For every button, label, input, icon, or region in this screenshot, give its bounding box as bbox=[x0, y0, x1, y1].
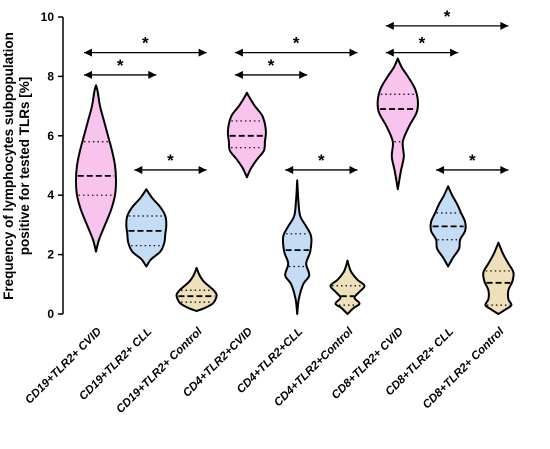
violin-body bbox=[175, 266, 218, 313]
violin-5 bbox=[281, 179, 313, 315]
arrow-right-icon bbox=[500, 165, 509, 174]
significance-bracket: * bbox=[134, 151, 207, 174]
significance-star: * bbox=[293, 34, 300, 53]
y-tick-label: 8 bbox=[47, 69, 54, 83]
arrow-right-icon bbox=[500, 21, 509, 30]
arrow-right-icon bbox=[148, 70, 157, 79]
arrow-left-icon bbox=[134, 165, 143, 174]
significance-star: * bbox=[142, 34, 149, 53]
violin-body bbox=[429, 185, 467, 268]
significance-brackets: * * * * * * * * * bbox=[84, 7, 509, 174]
significance-bracket: * bbox=[84, 34, 207, 57]
significance-bracket: * bbox=[234, 56, 308, 79]
significance-bracket: * bbox=[436, 151, 509, 174]
y-axis-ticks: 0 2 4 6 8 10 bbox=[41, 10, 63, 321]
arrow-right-icon bbox=[349, 48, 358, 57]
significance-bracket: * bbox=[285, 151, 358, 174]
significance-star: * bbox=[268, 56, 275, 75]
arrow-left-icon bbox=[234, 70, 243, 79]
violin-3 bbox=[175, 266, 218, 313]
violin-body bbox=[329, 259, 366, 315]
arrow-left-icon bbox=[385, 48, 394, 57]
arrow-left-icon bbox=[385, 21, 394, 30]
arrow-right-icon bbox=[198, 48, 207, 57]
arrow-left-icon bbox=[285, 165, 294, 174]
significance-star: * bbox=[444, 7, 451, 26]
y-axis-label-line1: Frequency of lymphocytes subpopulation bbox=[1, 32, 16, 300]
arrow-right-icon bbox=[349, 165, 358, 174]
significance-star: * bbox=[419, 34, 426, 53]
y-tick-label: 10 bbox=[41, 10, 55, 24]
violins bbox=[75, 57, 515, 315]
y-axis-label-line2: positive for tested TLRs [%] bbox=[17, 77, 32, 256]
significance-bracket: * bbox=[385, 7, 509, 30]
arrow-right-icon bbox=[299, 70, 308, 79]
x-category-label: CD8+TLR2+ Control bbox=[421, 325, 507, 411]
y-tick-label: 4 bbox=[47, 188, 54, 202]
violin-body bbox=[281, 179, 313, 315]
violin-7 bbox=[376, 57, 420, 191]
violin-body bbox=[125, 188, 168, 268]
significance-star: * bbox=[117, 56, 124, 75]
arrow-right-icon bbox=[198, 165, 207, 174]
violin-body bbox=[482, 241, 515, 315]
violin-8 bbox=[429, 185, 467, 268]
y-axis-label: Frequency of lymphocytes subpopulation p… bbox=[1, 32, 32, 300]
violin-1 bbox=[75, 84, 117, 253]
y-tick-label: 0 bbox=[47, 307, 54, 321]
y-tick-label: 6 bbox=[47, 129, 54, 143]
arrow-right-icon bbox=[450, 48, 459, 57]
violin-body bbox=[226, 91, 267, 179]
violin-body bbox=[75, 84, 117, 253]
arrow-left-icon bbox=[84, 48, 92, 57]
arrow-left-icon bbox=[234, 48, 243, 57]
significance-bracket: * bbox=[234, 34, 358, 57]
violin-2 bbox=[125, 188, 168, 268]
significance-star: * bbox=[167, 151, 174, 170]
x-category-label: CD19+TLR2+ Control bbox=[114, 325, 205, 416]
violin-body bbox=[376, 57, 420, 191]
significance-bracket: * bbox=[84, 56, 157, 79]
violin-9 bbox=[482, 241, 515, 315]
arrow-left-icon bbox=[84, 70, 92, 79]
significance-star: * bbox=[469, 151, 476, 170]
violin-4 bbox=[226, 91, 267, 179]
violin-6 bbox=[329, 259, 366, 315]
y-tick-label: 2 bbox=[47, 248, 54, 262]
significance-bracket: * bbox=[385, 34, 459, 57]
significance-star: * bbox=[318, 151, 325, 170]
arrow-left-icon bbox=[436, 165, 445, 174]
